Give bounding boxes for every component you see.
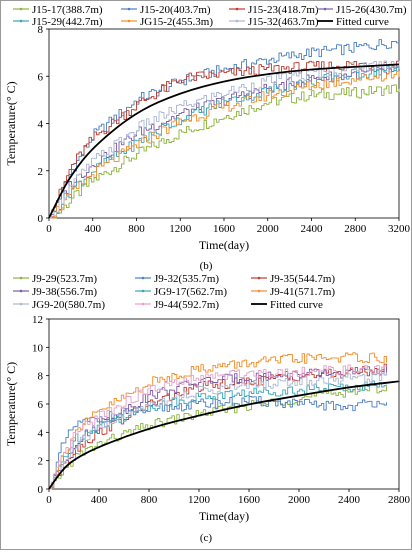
legend-label: JG9-17(562.7m) — [154, 286, 227, 298]
x-tick-label: 2400 — [301, 223, 324, 235]
legend-label: J9-35(544.7m) — [270, 273, 335, 285]
legend-marker — [257, 289, 261, 293]
legend-marker — [127, 7, 131, 11]
series-line-4 — [49, 380, 387, 490]
plot-area — [48, 28, 400, 219]
legend-label: JG9-20(580.7m) — [32, 299, 105, 311]
legend-marker — [235, 19, 239, 23]
y-tick-label: 0 — [38, 484, 44, 496]
y-tick-label: 2 — [38, 166, 44, 178]
legend-label: J9-41(571.7m) — [270, 286, 335, 298]
y-tick-label: 12 — [32, 314, 43, 326]
panel-c: 0 400 800 1200 1600 2000 2400 2800 0 2 4 6 8 10 12 Time… — [4, 273, 411, 544]
legend-marker — [19, 7, 23, 11]
x-tick-label: 0 — [46, 494, 52, 506]
y-tick-label: 8 — [38, 24, 44, 36]
legend-label: J9-44(592.7m) — [154, 299, 219, 311]
legend-marker — [235, 7, 239, 11]
y-tick-label: 0 — [38, 213, 44, 225]
series-line-2 — [49, 60, 400, 219]
x-tick-label: 0 — [46, 223, 52, 235]
x-tick-label: 2000 — [257, 223, 280, 235]
legend-label: J9-38(556.7m) — [32, 286, 97, 298]
panel-label: (b) — [200, 260, 213, 272]
series-line-5 — [49, 70, 400, 219]
legend-marker — [19, 289, 23, 293]
series-line-7 — [49, 364, 387, 490]
legend-label: J15-20(403.7m) — [140, 4, 211, 16]
legend-marker — [19, 19, 23, 23]
x-tick-label: 1200 — [169, 223, 192, 235]
legend-label: Fitted curve — [336, 16, 389, 28]
x-tick-label: 2400 — [338, 494, 361, 506]
series-line-6 — [49, 372, 387, 490]
x-tick-label: 2800 — [388, 494, 411, 506]
legend-marker — [141, 302, 145, 306]
legend-marker — [19, 276, 23, 280]
series-line-5 — [49, 352, 387, 490]
series-line-2 — [49, 363, 387, 490]
y-tick-label: 8 — [38, 371, 44, 383]
legend-marker — [141, 289, 145, 293]
legend-marker — [257, 276, 261, 280]
legend-marker — [323, 7, 327, 11]
series-line-6 — [49, 60, 400, 219]
y-axis-label: Temperature(° C) — [4, 362, 18, 446]
y-tick-label: 10 — [32, 342, 44, 354]
x-tick-label: 2800 — [344, 223, 367, 235]
legend-label: J9-32(535.7m) — [154, 273, 219, 285]
series-line-1 — [49, 396, 387, 490]
legend-label: J9-29(523.7m) — [32, 273, 97, 285]
x-tick-label: 800 — [141, 494, 158, 506]
series-line-0 — [49, 84, 400, 219]
legend-marker — [127, 19, 131, 23]
legend-marker — [19, 302, 23, 306]
x-tick-label: 2000 — [288, 494, 311, 506]
x-tick-label: 1600 — [238, 494, 261, 506]
x-tick-label: 1200 — [188, 494, 211, 506]
legend-label: J15-29(442.7m) — [32, 16, 103, 28]
legend-marker — [141, 276, 145, 280]
panel-label: (c) — [200, 532, 213, 544]
series-line-3 — [49, 364, 387, 490]
x-tick-label: 1600 — [213, 223, 236, 235]
legend-label: J15-23(418.7m) — [248, 4, 319, 16]
y-tick-label: 6 — [38, 71, 44, 83]
y-tick-label: 6 — [38, 399, 44, 411]
legend-label: Fitted curve — [270, 299, 323, 311]
x-tick-label: 3200 — [388, 223, 411, 235]
legend-label: J15-17(388.7m) — [32, 4, 103, 16]
x-axis-label: Time(day) — [199, 509, 249, 523]
x-tick-label: 800 — [128, 223, 145, 235]
legend-label: JG15-2(455.3m) — [140, 16, 213, 28]
legend-label: J15-26(430.7m) — [336, 4, 407, 16]
x-axis-label: Time(day) — [199, 238, 249, 252]
y-axis-label: Temperature(° C) — [4, 81, 18, 165]
series-line-1 — [49, 39, 400, 219]
series-line-fitted-curve — [48, 380, 400, 490]
y-tick-label: 4 — [38, 427, 44, 439]
legend-label: J15-32(463.7m) — [248, 16, 319, 28]
x-tick-label: 400 — [85, 223, 102, 235]
panel-b: 0 400 800 1200 1600 2000 2400 2800 3200 0 2 4 6 8 Time… — [4, 4, 411, 272]
series-line-fitted-curve — [48, 63, 400, 219]
y-tick-label: 2 — [38, 456, 44, 468]
x-tick-label: 400 — [91, 494, 108, 506]
plot-area — [48, 318, 400, 490]
y-tick-label: 4 — [38, 119, 44, 131]
